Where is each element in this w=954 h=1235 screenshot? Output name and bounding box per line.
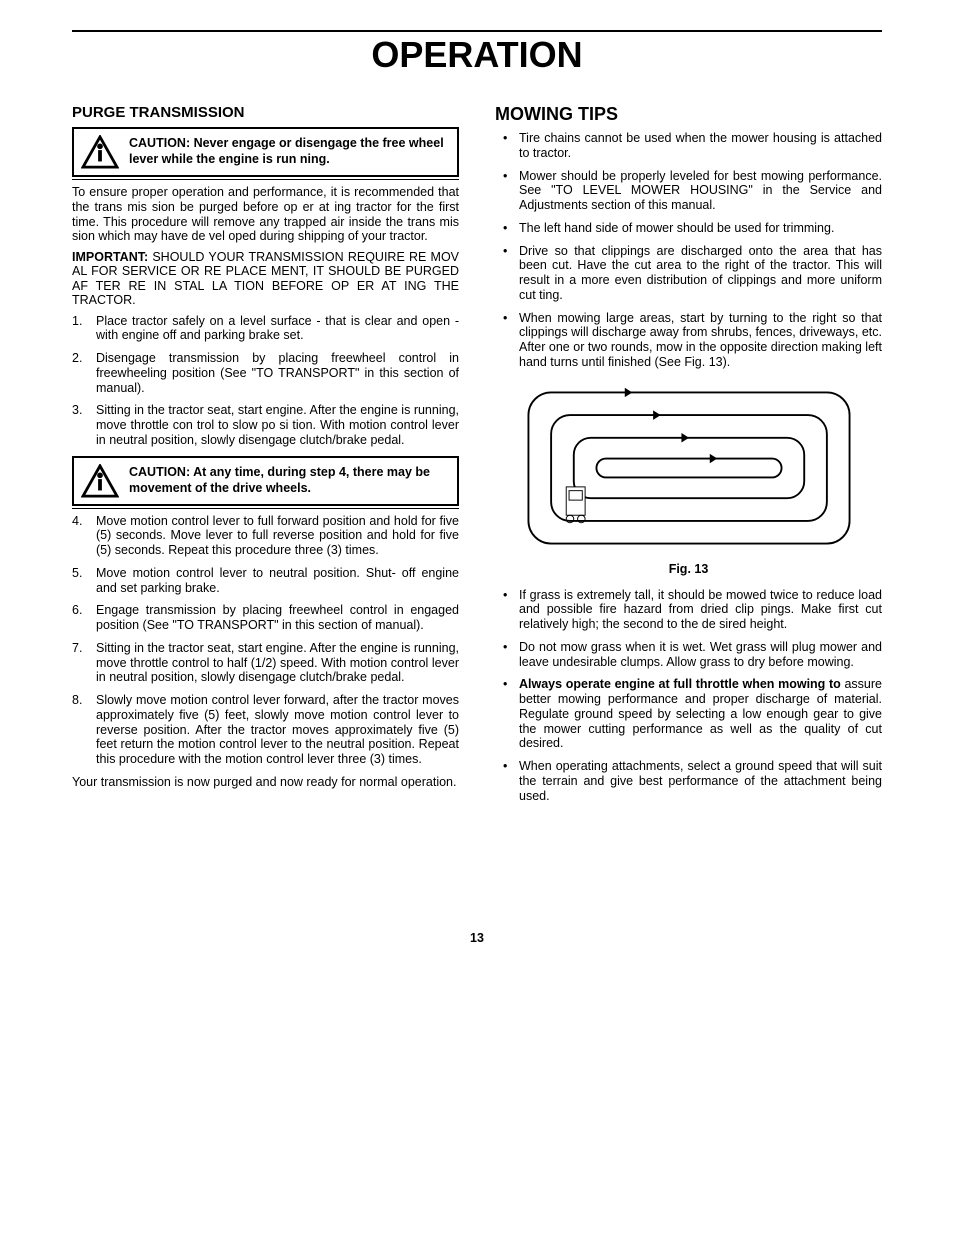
step-text: Disengage transmission by placing freewh…	[96, 351, 459, 395]
caution-box-2: CAUTION: At any time, during step 4, the…	[72, 456, 459, 506]
step-number: 5.	[72, 566, 82, 581]
tip-text: When mowing large areas, start by turnin…	[519, 311, 882, 369]
rule-under-caution-1	[72, 179, 459, 180]
steps-list-b: 4. Move motion control lever to full forw…	[72, 514, 459, 767]
tip-text: If grass is extremely tall, it should be…	[519, 588, 882, 632]
step-number: 2.	[72, 351, 82, 366]
tips-list-a: Tire chains cannot be used when the mowe…	[495, 131, 882, 370]
step-item: 8. Slowly move motion control lever forwa…	[72, 693, 459, 767]
step-text: Slowly move motion control lever forward…	[96, 693, 459, 766]
header-rule	[72, 30, 882, 32]
step-number: 8.	[72, 693, 82, 708]
tip-item: When mowing large areas, start by turnin…	[495, 311, 882, 370]
step-item: 5. Move motion control lever to neutral p…	[72, 566, 459, 596]
tip-item: When operating attachments, select a gro…	[495, 759, 882, 803]
step-item: 4. Move motion control lever to full forw…	[72, 514, 459, 558]
step-number: 3.	[72, 403, 82, 418]
step-text: Move motion control lever to full forwar…	[96, 514, 459, 558]
step-number: 6.	[72, 603, 82, 618]
tip-text: Mower should be properly leveled for bes…	[519, 169, 882, 213]
step-text: Sitting in the tractor seat, start engin…	[96, 641, 459, 685]
tip-text: When operating attachments, select a gro…	[519, 759, 882, 803]
tip-text: The left hand side of mower should be us…	[519, 221, 834, 235]
figure-caption: Fig. 13	[495, 562, 882, 576]
step-text: Engage transmission by placing freewheel…	[96, 603, 459, 632]
tip-text: Drive so that clippings are discharged o…	[519, 244, 882, 302]
step-item: 1. Place tractor safely on a level surfac…	[72, 314, 459, 344]
step-item: 7. Sitting in the tractor seat, start eng…	[72, 641, 459, 685]
tip-item: Do not mow grass when it is wet. Wet gra…	[495, 640, 882, 670]
step-text: Sitting in the tractor seat, start engin…	[96, 403, 459, 447]
caution-box-1: CAUTION: Never engage or disengage the f…	[72, 127, 459, 177]
tip-text: Do not mow grass when it is wet. Wet gra…	[519, 640, 882, 669]
caution-text-2: CAUTION: At any time, during step 4, the…	[129, 464, 450, 497]
step-number: 7.	[72, 641, 82, 656]
purge-heading: PURGE TRANSMISSION	[72, 104, 459, 121]
rule-under-caution-2	[72, 508, 459, 509]
left-column: PURGE TRANSMISSION CAUTION: Never engage…	[72, 96, 459, 811]
content-columns: PURGE TRANSMISSION CAUTION: Never engage…	[72, 96, 882, 811]
step-item: 6. Engage transmission by placing freewhe…	[72, 603, 459, 633]
tip-item: Always operate engine at full throttle w…	[495, 677, 882, 751]
tip-bold-lead: Always operate engine at full throttle w…	[519, 677, 841, 691]
page-title: OPERATION	[72, 34, 882, 76]
steps-list-a: 1. Place tractor safely on a level surfac…	[72, 314, 459, 448]
step-number: 4.	[72, 514, 82, 529]
figure-13-diagram	[495, 378, 882, 558]
step-text: Move motion control lever to neutral pos…	[96, 566, 459, 595]
tip-text: Tire chains cannot be used when the mowe…	[519, 131, 882, 160]
mowing-heading: MOWING TIPS	[495, 104, 882, 125]
tip-item: Mower should be properly leveled for bes…	[495, 169, 882, 213]
tip-item: Drive so that clippings are discharged o…	[495, 244, 882, 303]
page-number: 13	[72, 931, 882, 945]
step-text: Place tractor safely on a level surface …	[96, 314, 459, 343]
important-label: IMPORTANT:	[72, 250, 148, 264]
important-note: IMPORTANT: SHOULD YOUR TRANSMISSION REQU…	[72, 250, 459, 308]
tip-item: The left hand side of mower should be us…	[495, 221, 882, 236]
warning-icon	[81, 135, 119, 169]
step-number: 1.	[72, 314, 82, 329]
step-item: 3. Sitting in the tractor seat, start eng…	[72, 403, 459, 447]
tip-item: If grass is extremely tall, it should be…	[495, 588, 882, 632]
caution-text-1: CAUTION: Never engage or disengage the f…	[129, 135, 450, 168]
tip-item: Tire chains cannot be used when the mowe…	[495, 131, 882, 161]
step-item: 2. Disengage transmission by placing free…	[72, 351, 459, 395]
right-column: MOWING TIPS Tire chains cannot be used w…	[495, 96, 882, 811]
closing-paragraph: Your transmission is now purged and now …	[72, 775, 459, 790]
tips-list-b: If grass is extremely tall, it should be…	[495, 588, 882, 804]
intro-paragraph: To ensure proper operation and performan…	[72, 185, 459, 244]
warning-icon	[81, 464, 119, 498]
